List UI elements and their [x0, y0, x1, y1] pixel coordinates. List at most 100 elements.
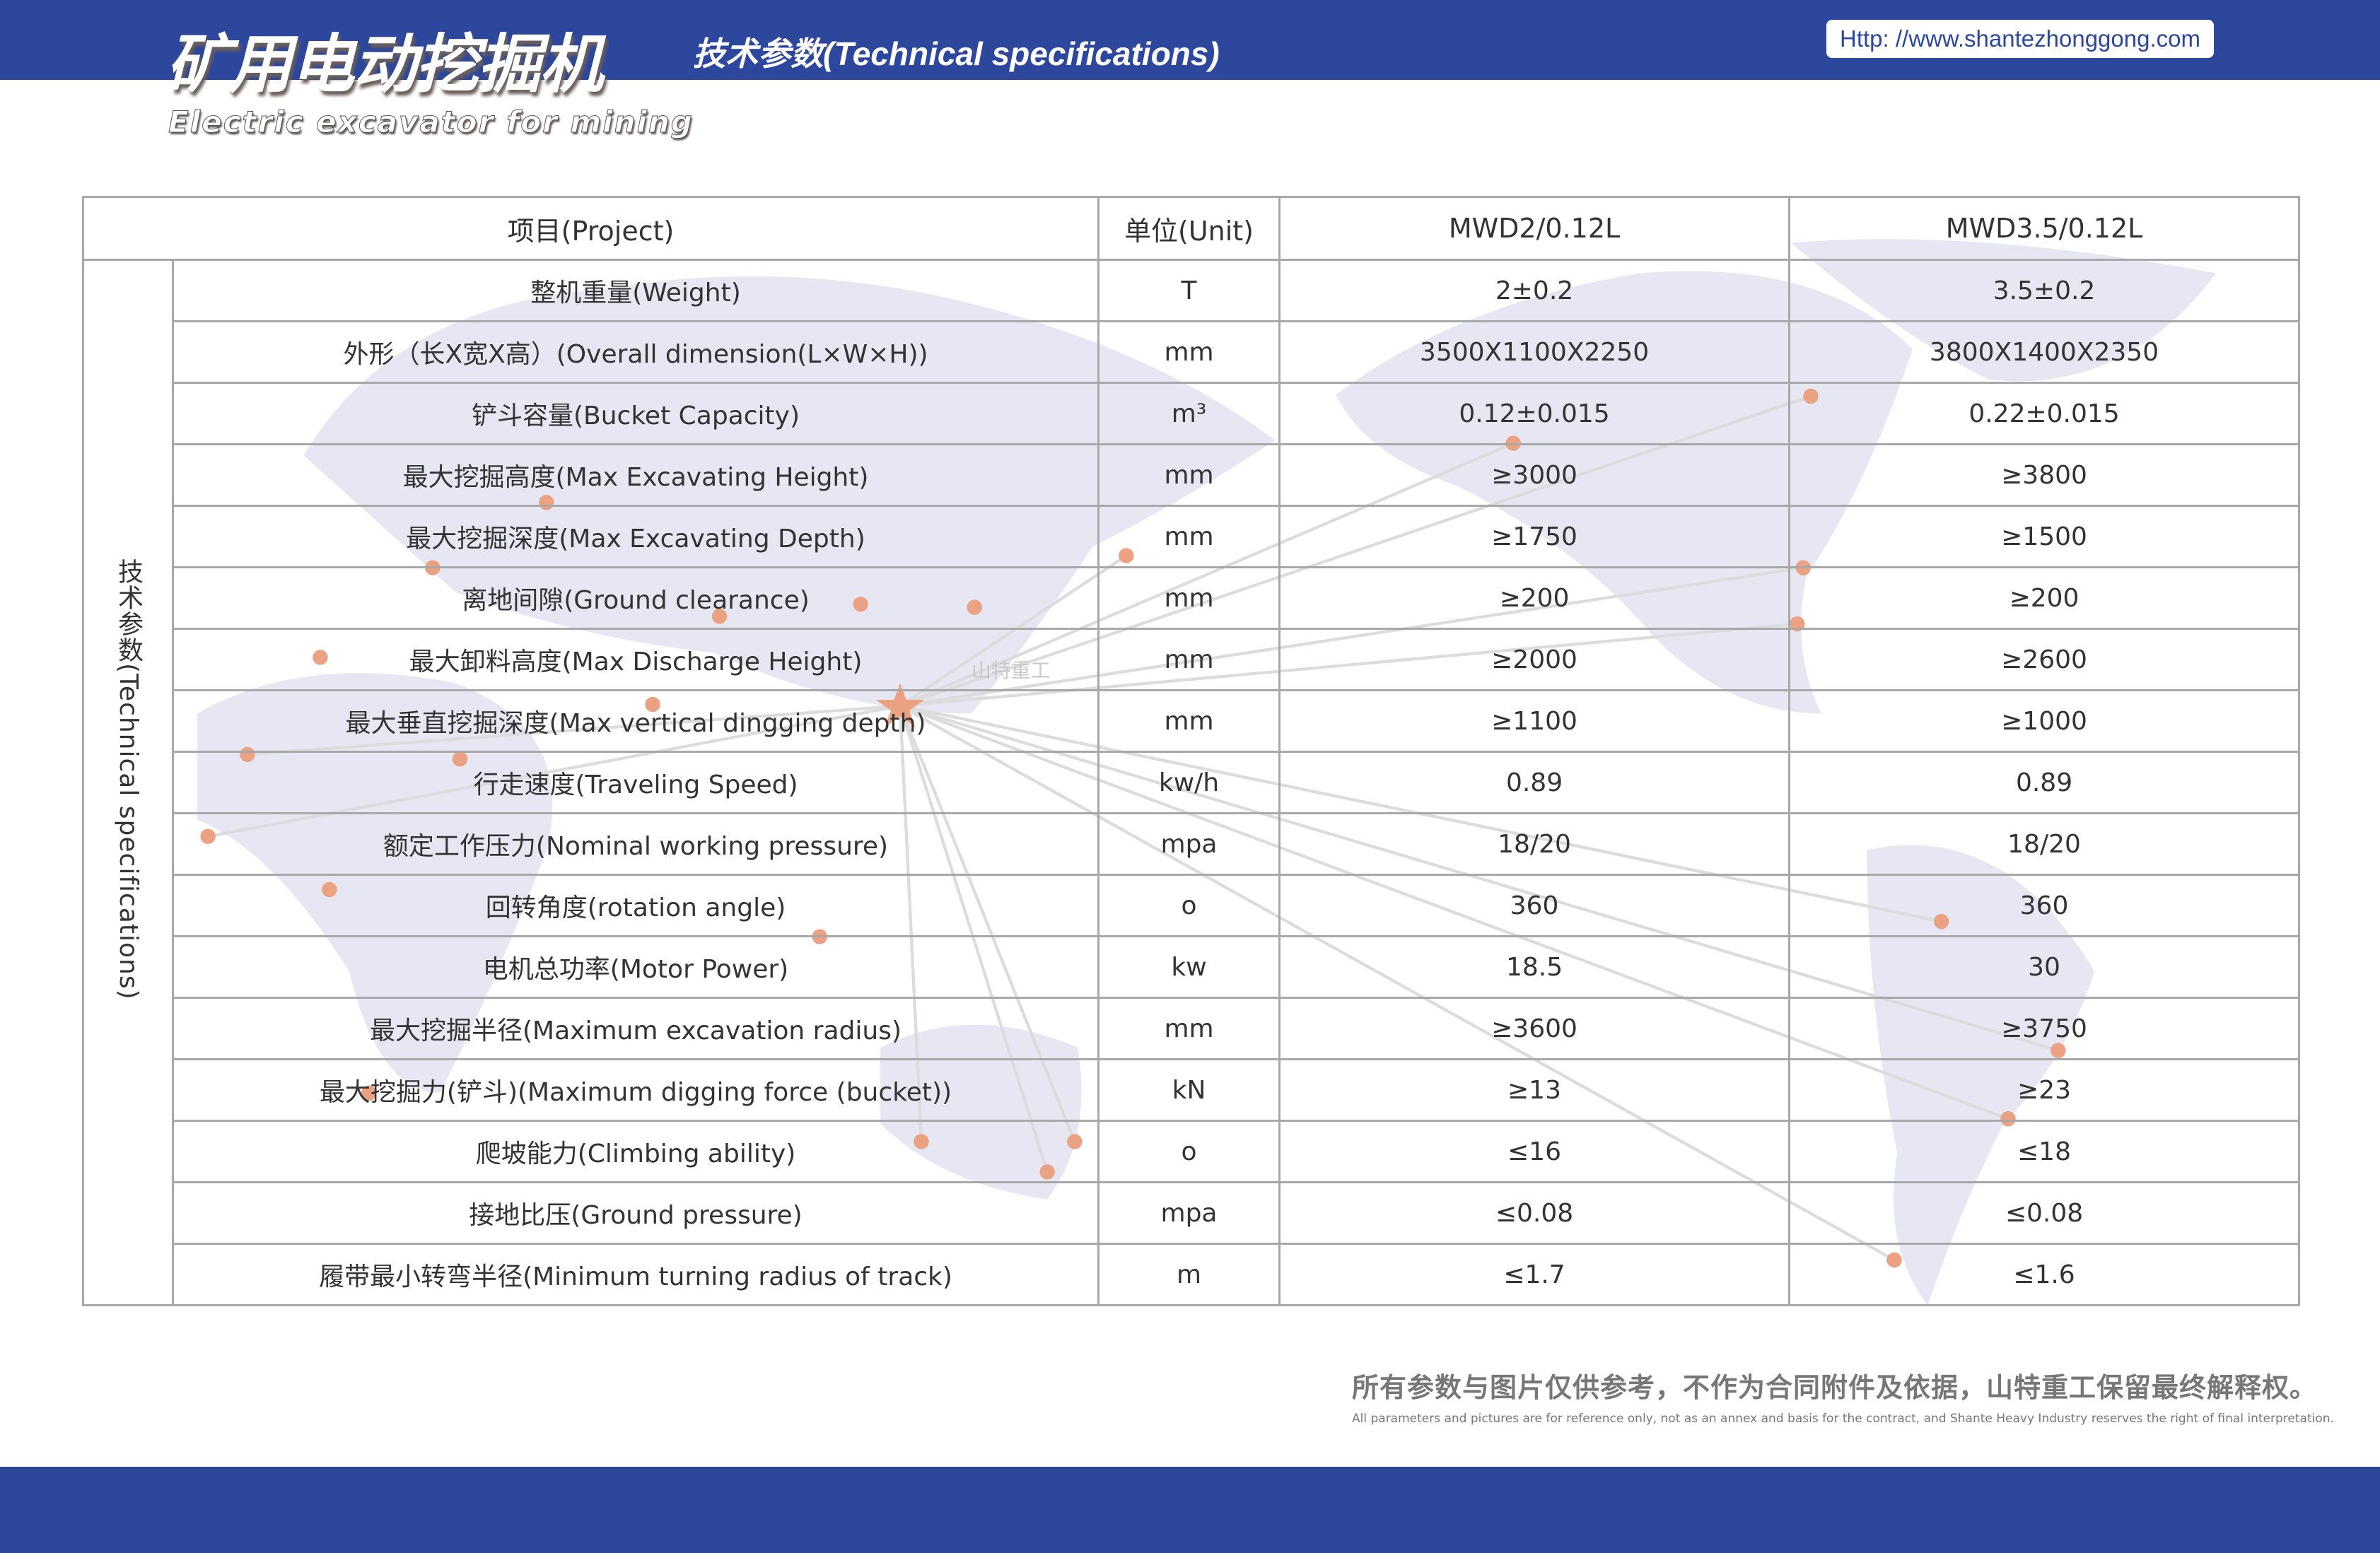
unit: mm	[1097, 320, 1281, 384]
table-row: 电机总功率(Motor Power) kw 18.5 30	[83, 935, 2301, 999]
table-row: 回转角度(rotation angle) o 360 360	[83, 874, 2301, 937]
value-model-2: ≥23	[1788, 1058, 2301, 1122]
value-model-2: ≤18	[1788, 1120, 2301, 1183]
value-model-2: ≥3800	[1788, 443, 2301, 507]
value-model-1: ≥1750	[1278, 505, 1791, 568]
table-row: 爬坡能力(Climbing ability) o ≤16 ≤18	[83, 1120, 2301, 1183]
param-name: 接地比压(Ground pressure)	[171, 1181, 1100, 1245]
table-row: 额定工作压力(Nominal working pressure) mpa 18/20…	[83, 812, 2301, 876]
value-model-2: 0.89	[1788, 751, 2301, 814]
table-row: 最大卸料高度(Max Discharge Height) mm ≥2000 ≥2600	[83, 628, 2301, 691]
table-row: 行走速度(Traveling Speed) kw/h 0.89 0.89	[83, 751, 2301, 814]
unit: o	[1097, 874, 1281, 937]
value-model-1: ≥13	[1278, 1058, 1791, 1122]
header-model-2: MWD3.5/0.12L	[1788, 196, 2301, 261]
param-name: 最大卸料高度(Max Discharge Height)	[171, 628, 1100, 691]
param-name: 离地间隙(Ground clearance)	[171, 566, 1100, 630]
logo-title-en: Electric excavator for mining	[168, 105, 694, 139]
value-model-2: ≤1.6	[1788, 1243, 2301, 1306]
unit: mm	[1097, 443, 1281, 507]
logo-title-cn: 矿用电动挖掘机	[166, 30, 603, 100]
table-row: 接地比压(Ground pressure) mpa ≤0.08 ≤0.08	[83, 1181, 2301, 1245]
table-row: 履带最小转弯半径(Minimum turning radius of track…	[83, 1243, 2301, 1306]
value-model-1: ≤1.7	[1278, 1243, 1791, 1306]
unit: mm	[1097, 628, 1281, 691]
param-name: 爬坡能力(Climbing ability)	[171, 1120, 1100, 1183]
disclaimer-en: All parameters and pictures are for refe…	[1352, 1412, 2334, 1426]
unit: mpa	[1097, 812, 1281, 876]
disclaimer-cn: 所有参数与图片仅供参考，不作为合同附件及依据，山特重工保留最终解释权。	[1352, 1372, 2318, 1403]
param-name: 行走速度(Traveling Speed)	[171, 751, 1100, 814]
value-model-2: 0.22±0.015	[1788, 382, 2301, 445]
value-model-2: ≥1000	[1788, 689, 2301, 753]
unit: m	[1097, 1243, 1281, 1306]
table-row: 外形（长X宽X高）(Overall dimension(L×W×H)) mm 350…	[83, 320, 2301, 384]
side-label: 技术参数(Technical specifications)	[114, 558, 143, 1000]
value-model-1: ≤16	[1278, 1120, 1791, 1183]
unit: mm	[1097, 566, 1281, 630]
value-model-1: ≥3000	[1278, 443, 1791, 507]
table-row: 铲斗容量(Bucket Capacity) m³ 0.12±0.015 0.22±0.…	[83, 382, 2301, 445]
value-model-1: 0.12±0.015	[1278, 382, 1791, 445]
value-model-2: ≥3750	[1788, 997, 2301, 1060]
table-row: 技术参数(Technical specifications) 整机重量(Weigh…	[82, 259, 2301, 1306]
value-model-2: 3.5±0.2	[1788, 259, 2301, 322]
table-row: 最大挖掘深度(Max Excavating Depth) mm ≥1750 ≥1500	[83, 505, 2301, 568]
value-model-1: 18.5	[1278, 935, 1791, 999]
param-name: 最大挖掘高度(Max Excavating Height)	[171, 443, 1100, 507]
unit: kw/h	[1097, 751, 1281, 814]
unit: mm	[1097, 997, 1281, 1060]
value-model-1: 360	[1278, 874, 1791, 937]
param-name: 最大挖掘半径(Maximum excavation radius)	[171, 997, 1100, 1060]
bottom-banner	[0, 1467, 2380, 1553]
param-name: 最大垂直挖掘深度(Max vertical dingging depth)	[171, 689, 1100, 753]
website-url[interactable]: Http: //www.shantezhonggong.com	[1826, 20, 2214, 58]
value-model-1: 18/20	[1278, 812, 1791, 876]
value-model-2: ≥2600	[1788, 628, 2301, 691]
table-row: 最大垂直挖掘深度(Max vertical dingging depth) mm ≥…	[83, 689, 2301, 753]
value-model-2: 30	[1788, 935, 2301, 999]
value-model-2: 3800X1400X2350	[1788, 320, 2301, 384]
value-model-2: ≥200	[1788, 566, 2301, 630]
value-model-1: 2±0.2	[1278, 259, 1791, 322]
unit: mm	[1097, 505, 1281, 568]
unit: o	[1097, 1120, 1281, 1183]
param-name: 电机总功率(Motor Power)	[171, 935, 1100, 999]
value-model-2: 360	[1788, 874, 2301, 937]
table-header-row: 项目(Project) 单位(Unit) MWD2/0.12L MWD3.5/0…	[81, 196, 2301, 261]
value-model-2: 18/20	[1788, 812, 2301, 876]
param-name: 整机重量(Weight)	[171, 259, 1100, 322]
value-model-1: 3500X1100X2250	[1278, 320, 1791, 384]
value-model-1: ≥200	[1278, 566, 1791, 630]
table-row: 最大挖掘高度(Max Excavating Height) mm ≥3000 ≥380…	[83, 443, 2301, 507]
param-name: 外形（长X宽X高）(Overall dimension(L×W×H))	[171, 320, 1100, 384]
value-model-1: ≤0.08	[1278, 1181, 1791, 1245]
header-model-1: MWD2/0.12L	[1278, 196, 1791, 261]
param-name: 铲斗容量(Bucket Capacity)	[171, 382, 1100, 445]
param-name: 回转角度(rotation angle)	[171, 874, 1100, 937]
param-name: 最大挖掘深度(Max Excavating Depth)	[171, 505, 1100, 568]
unit: T	[1097, 259, 1281, 322]
page-subtitle: 技术参数(Technical specifications)	[693, 35, 1220, 72]
table-row: 最大挖掘半径(Maximum excavation radius) mm ≥3600…	[83, 997, 2301, 1060]
unit: mm	[1097, 689, 1281, 753]
unit: kw	[1097, 935, 1281, 999]
value-model-1: ≥3600	[1278, 997, 1791, 1060]
param-name: 最大挖掘力(铲斗)(Maximum digging force (bucket)…	[171, 1058, 1100, 1122]
side-label-cell: 技术参数(Technical specifications)	[82, 259, 174, 1306]
value-model-1: ≥2000	[1278, 628, 1791, 691]
value-model-2: ≥1500	[1788, 505, 2301, 568]
value-model-1: ≥1100	[1278, 689, 1791, 753]
table-row: 最大挖掘力(铲斗)(Maximum digging force (bucket)…	[83, 1058, 2301, 1122]
param-name: 额定工作压力(Nominal working pressure)	[171, 812, 1100, 876]
unit: m³	[1097, 382, 1281, 445]
value-model-2: ≤0.08	[1788, 1181, 2301, 1245]
spec-table: 项目(Project) 单位(Unit) MWD2/0.12L MWD3.5/0…	[81, 196, 2301, 1306]
header-unit: 单位(Unit)	[1097, 196, 1281, 261]
param-name: 履带最小转弯半径(Minimum turning radius of track…	[171, 1243, 1100, 1306]
value-model-1: 0.89	[1278, 751, 1791, 814]
header-project: 项目(Project)	[81, 196, 1100, 261]
unit: mpa	[1097, 1181, 1281, 1245]
unit: kN	[1097, 1058, 1281, 1122]
table-row: 离地间隙(Ground clearance) mm ≥200 ≥200	[83, 566, 2301, 630]
